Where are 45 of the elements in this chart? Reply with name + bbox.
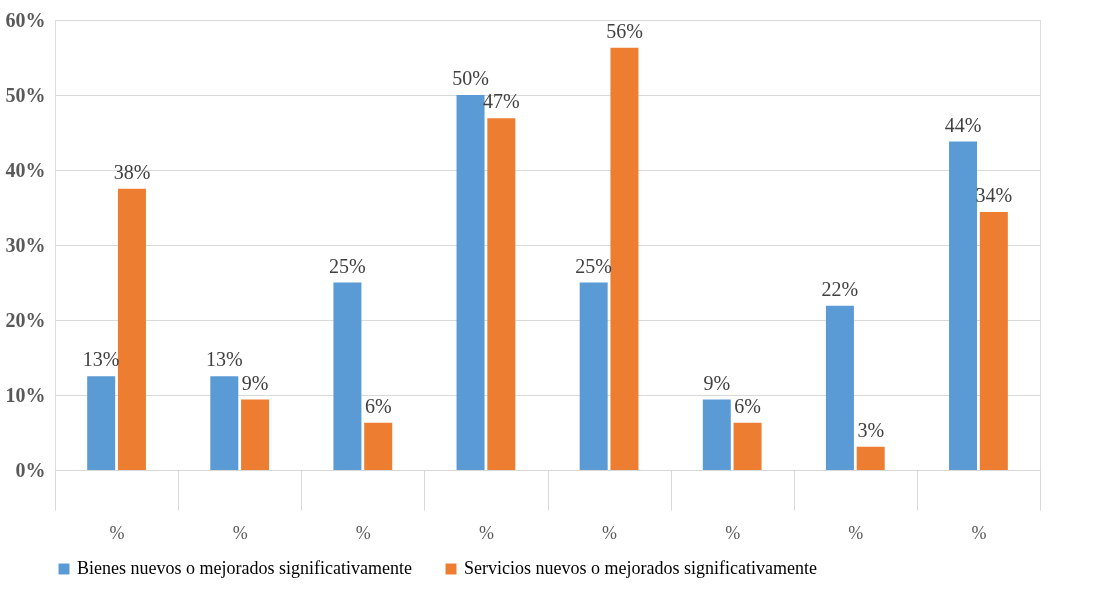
data-label: 6% [364, 394, 392, 417]
data-label: 13% [205, 348, 243, 371]
x-tick-label: % [355, 522, 371, 543]
bar [456, 95, 485, 470]
legend-label: Bienes nuevos o mejorados significativamente [77, 558, 412, 578]
bar [487, 118, 516, 470]
y-tick-label: 30% [5, 233, 46, 256]
x-tick-label: % [971, 522, 987, 543]
bar [333, 282, 362, 470]
data-label: 9% [241, 371, 269, 394]
bar [241, 399, 270, 470]
bar [949, 141, 978, 470]
bar [856, 446, 885, 470]
bar [702, 399, 731, 470]
data-label: 38% [113, 160, 151, 183]
data-label: 25% [329, 254, 366, 277]
x-tick-label: % [602, 522, 618, 543]
data-label: 44% [944, 113, 982, 136]
data-label: 3% [857, 418, 885, 441]
legend-label: Servicios nuevos o mejorados significativamente [464, 558, 817, 578]
data-label: 56% [606, 19, 643, 42]
x-tick-label: % [478, 522, 494, 543]
x-tick-label: % [232, 522, 248, 543]
bar [364, 422, 393, 470]
y-tick-label: 40% [5, 158, 46, 181]
y-tick-label: 10% [5, 383, 46, 406]
x-tick-label: % [725, 522, 741, 543]
bar [117, 188, 146, 470]
y-tick-label: 0% [15, 458, 46, 481]
bar [733, 422, 762, 470]
data-label: 50% [452, 67, 489, 89]
y-tick-label: 50% [5, 83, 46, 106]
bar [979, 212, 1008, 470]
x-tick-label: % [109, 522, 125, 543]
bar [610, 47, 639, 470]
bar [87, 376, 116, 470]
data-label: 9% [703, 371, 731, 394]
bar [825, 305, 854, 470]
bar [579, 282, 608, 470]
x-tick-label: % [848, 522, 864, 543]
y-tick-label: 60% [5, 8, 46, 31]
data-label: 6% [734, 394, 761, 417]
data-label: 22% [821, 277, 859, 300]
y-tick-label: 20% [5, 308, 46, 331]
bar [210, 376, 239, 470]
